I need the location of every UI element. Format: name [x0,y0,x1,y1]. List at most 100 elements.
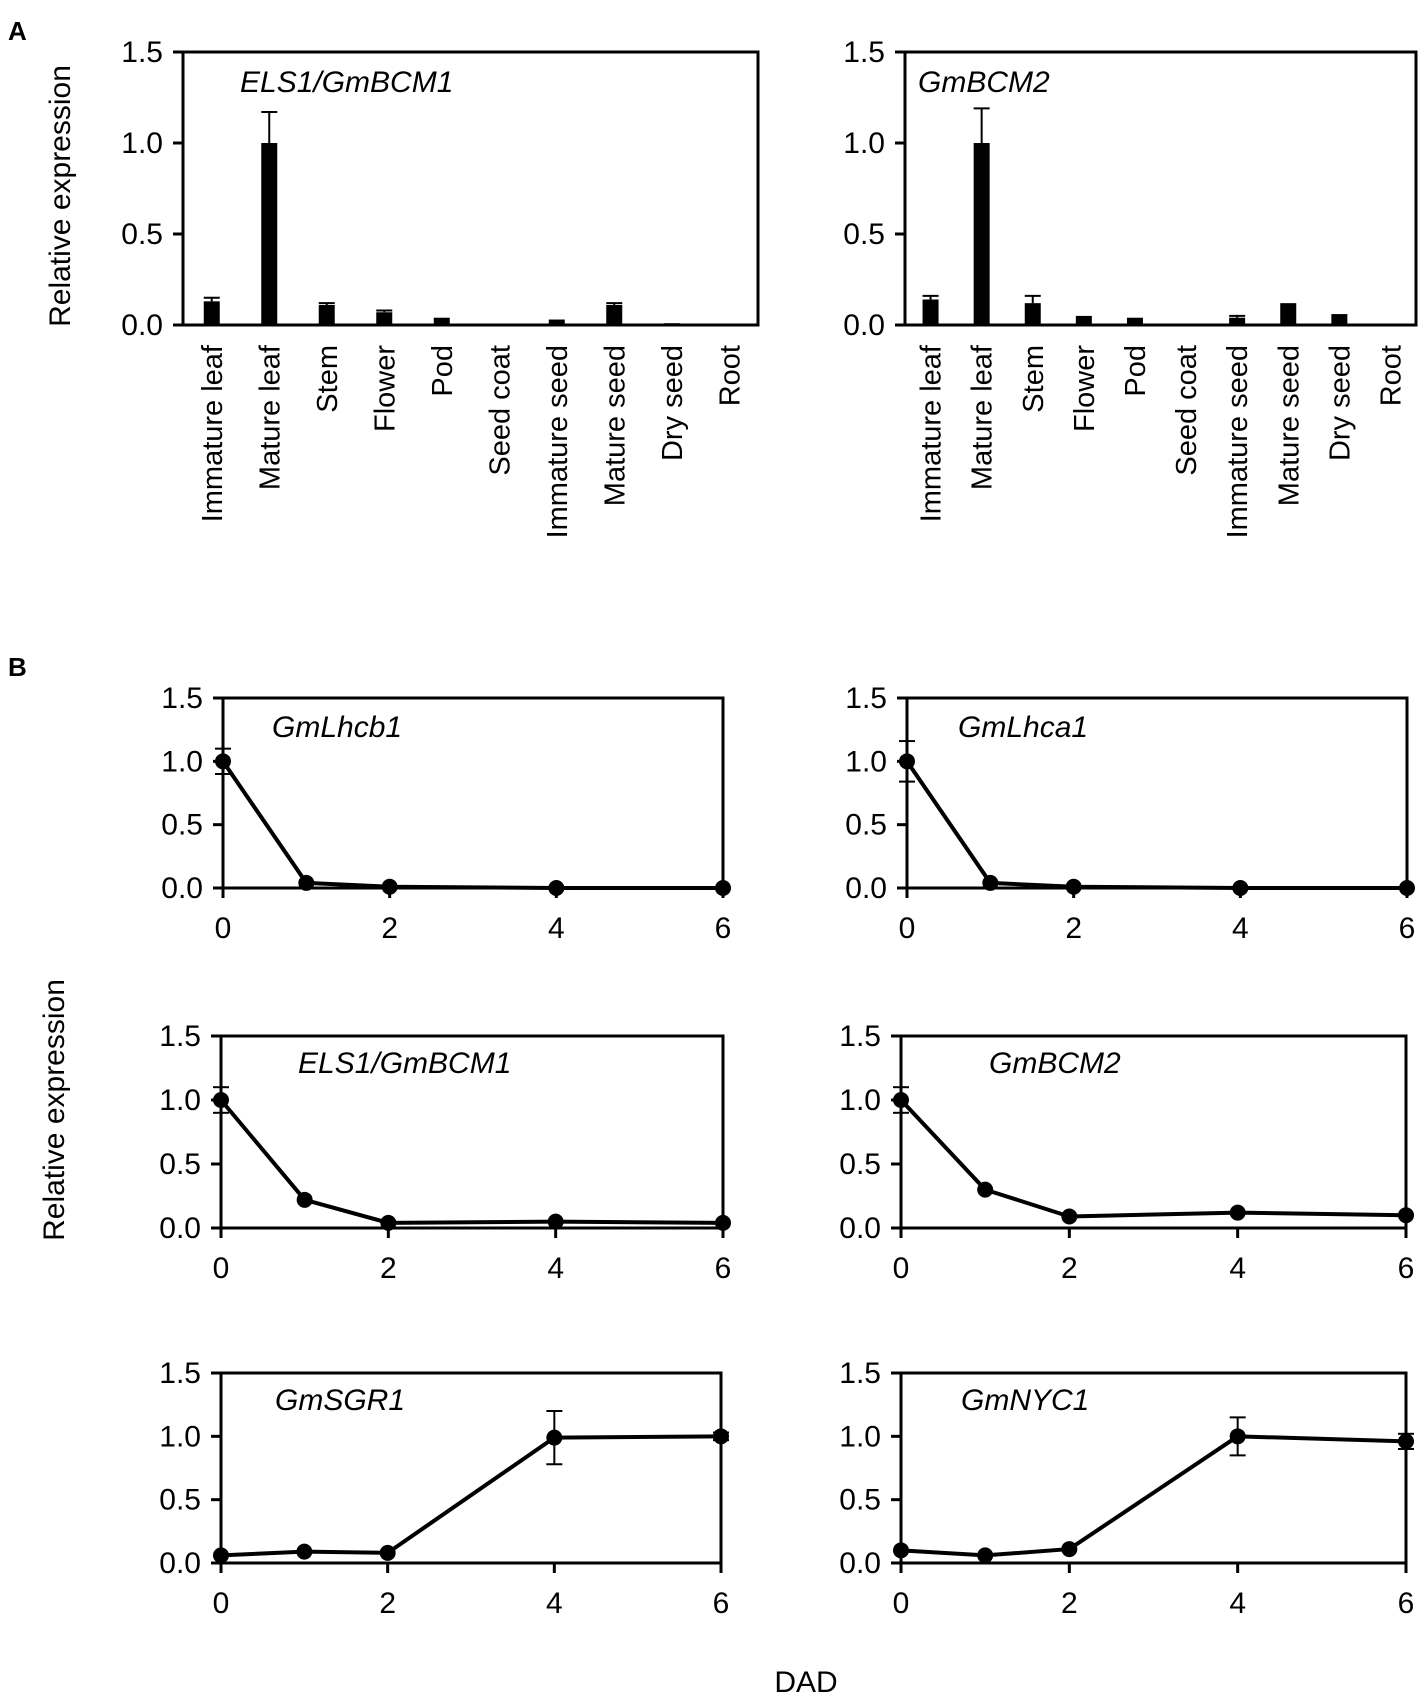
data-point [893,1092,909,1108]
x-tick-label: 6 [1398,1587,1415,1620]
chart-6: 0.0 0.5 1.0 1.5 GmBCM2 0 2 4 6 [839,1020,1414,1285]
x-tick-label: 0 [215,912,232,945]
y-tick-label: 1.5 [161,682,203,715]
y-tick-label: 1.5 [839,1357,881,1390]
category-label: Immature leaf [916,344,948,522]
y-tick-label: 0.5 [159,1484,201,1517]
plot-frame [899,1034,1408,1230]
bar [261,143,278,325]
y-tick-label: 0.0 [121,309,163,342]
x-tick-label: 4 [1229,1252,1246,1285]
bar [318,304,335,325]
bar [1229,317,1246,325]
x-tick-label: 0 [213,1252,230,1285]
y-tick-label: 0.5 [843,218,885,251]
data-point [1061,1208,1078,1225]
y-tick-label: 1.0 [121,127,163,160]
gene-title: GmBCM2 [989,1047,1121,1080]
x-tick-label: 2 [379,1587,396,1620]
bar [1280,303,1297,325]
x-tick-label: 6 [713,1587,730,1620]
bar [203,301,220,325]
bar [548,319,565,325]
data-point [713,1428,729,1445]
data-point [1398,1433,1414,1450]
plot-frame [903,50,1418,327]
data-point [296,1543,313,1560]
data-point [213,1547,229,1564]
x-tick-label: 2 [1061,1587,1078,1620]
y-axis-label-panel-a: Relative expression [44,65,77,327]
data-point [1229,1428,1246,1445]
x-tick-label: 2 [380,1252,397,1285]
chart-3: 0.0 0.5 1.0 1.5 GmLhcb1 0 2 4 6 [161,682,731,945]
y-tick-label: 1.0 [161,745,203,778]
panel-b-letter: B [8,652,27,682]
y-tick-label: 0.5 [161,809,203,842]
series-line [220,1434,722,1558]
category-label: Immature leaf [197,344,229,522]
category-label: Stem [1018,345,1050,413]
bar [1331,314,1348,325]
bar [973,143,990,325]
series-line [221,760,723,890]
category-label: Stem [312,345,344,413]
x-axis-label-dad: DAD [774,1666,837,1699]
y-tick-label: 0.5 [839,1148,881,1181]
data-point [546,1429,563,1446]
data-point [977,1181,994,1198]
category-label: Mature leaf [254,344,286,490]
data-point [715,880,731,896]
y-tick-label: 0.0 [161,872,203,905]
plot-frame [219,1371,723,1565]
gene-title: GmLhcb1 [272,711,402,744]
bar [922,299,939,325]
data-point [1399,880,1415,896]
category-label: Mature seed [1273,345,1305,506]
bar [376,312,393,325]
y-axis-label-panel-b: Relative expression [38,979,71,1241]
category-label: Immature seed [542,345,574,538]
x-tick-label: 6 [715,912,732,945]
data-point [715,1214,731,1231]
category-label: Dry seed [657,345,689,461]
category-label: Dry seed [1324,345,1356,461]
category-label: Root [1375,345,1407,406]
bar [1024,303,1041,325]
y-tick-label: 1.5 [845,682,887,715]
data-point [899,753,915,770]
category-label: Pod [427,345,459,397]
gene-title: ELS1/GmBCM1 [240,66,453,99]
data-point [1398,1207,1414,1224]
x-tick-label: 6 [1398,1252,1415,1285]
y-tick-label: 0.5 [845,809,887,842]
plot-frame [181,50,760,327]
series-line [219,1098,724,1225]
category-label: Mature seed [599,345,631,506]
bar [1075,315,1092,325]
data-point [213,1092,229,1108]
series-line [905,760,1407,890]
gene-title: GmBCM2 [918,66,1050,99]
data-point [1061,1541,1078,1558]
y-tick-label: 1.0 [159,1084,201,1117]
category-label: Pod [1120,345,1152,397]
x-tick-label: 0 [893,1587,910,1620]
data-point [1229,1204,1246,1221]
y-tick-label: 0.0 [839,1212,881,1245]
panel-a-letter: A [8,16,27,46]
chart-1: 0.0 0.5 1.0 1.5 ELS1/GmBCM1 Immature leaf Matu… [121,36,760,538]
x-tick-label: 4 [547,1252,564,1285]
plot-frame [899,1371,1408,1565]
y-tick-label: 0.5 [839,1484,881,1517]
y-tick-label: 0.5 [121,218,163,251]
x-tick-label: 6 [715,1252,732,1285]
y-tick-label: 1.5 [839,1020,881,1053]
gene-title: ELS1/GmBCM1 [298,1047,511,1080]
y-tick-label: 1.5 [843,36,885,69]
plot-frame [219,1034,725,1230]
gene-title: GmSGR1 [275,1384,405,1417]
bar [663,323,680,325]
data-point [893,1542,909,1559]
y-tick-label: 1.0 [159,1420,201,1453]
